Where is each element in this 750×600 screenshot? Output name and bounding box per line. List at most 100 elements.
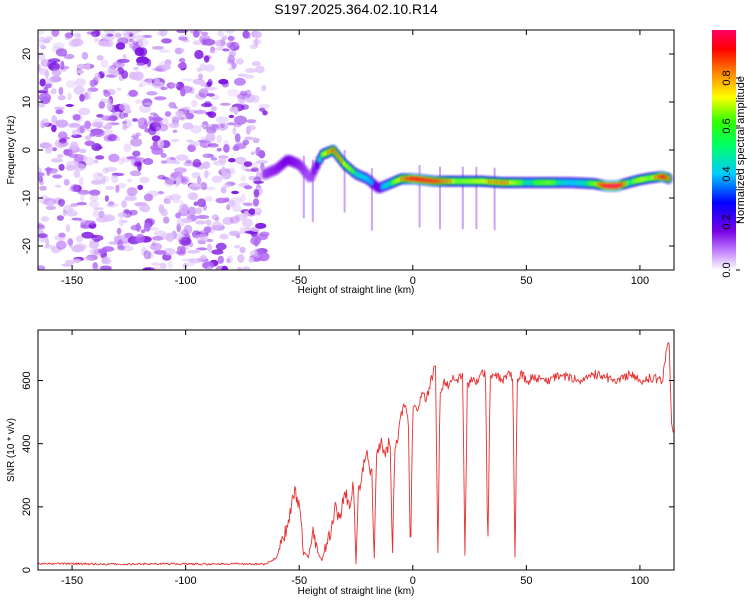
noise-blob [189, 258, 202, 264]
noise-blob [108, 201, 115, 206]
noise-blob [42, 197, 54, 201]
ridge-cell [667, 176, 670, 181]
noise-blob [157, 139, 165, 149]
noise-blob [86, 95, 92, 100]
noise-blob [218, 78, 229, 85]
noise-blob [191, 99, 198, 108]
noise-blob [112, 69, 120, 77]
ridge-cell [634, 178, 638, 184]
noise-blob [80, 192, 85, 202]
noise-blob [205, 219, 212, 226]
ridge-cell [541, 180, 545, 186]
noise-blob [129, 43, 138, 49]
noise-blob [65, 104, 74, 107]
noise-blob [204, 171, 211, 176]
noise-blob [199, 139, 212, 149]
noise-blob [253, 176, 262, 185]
noise-blob [194, 109, 207, 115]
noise-blob [38, 233, 48, 239]
noise-blob [66, 211, 79, 216]
noise-blob [219, 233, 229, 240]
noise-blob [182, 122, 194, 130]
noise-blob [69, 141, 79, 151]
ridge-cell [403, 177, 405, 181]
ridge-cell [610, 184, 613, 188]
noise-blob [249, 250, 259, 257]
noise-blob [98, 101, 106, 109]
noise-blob [192, 30, 200, 38]
noise-blob [243, 185, 253, 190]
noise-blob [58, 232, 66, 238]
noise-blob [122, 119, 132, 129]
noise-blob [210, 46, 216, 53]
noise-blob [205, 132, 216, 142]
noise-blob [207, 143, 219, 148]
noise-blob [195, 220, 207, 225]
noise-blob [158, 204, 165, 214]
top-y-axis: -20 -10 0 10 20 [21, 48, 674, 254]
noise-blob [91, 121, 104, 128]
noise-blob [215, 197, 227, 204]
noise-blob [70, 203, 79, 207]
noise-blob [201, 103, 213, 108]
noise-blob [136, 62, 145, 66]
noise-blob [237, 266, 242, 270]
noise-blob [82, 256, 94, 261]
noise-blob [101, 115, 114, 121]
noise-blob [48, 62, 60, 71]
ridge-cell [662, 175, 664, 179]
noise-blob [38, 102, 46, 108]
noise-blob [227, 54, 235, 64]
noise-blob [205, 142, 218, 146]
ridge-cell [417, 177, 419, 181]
bottom-y-axis: 0 200 400 600 [21, 371, 674, 573]
noise-blob [118, 218, 124, 227]
noise-blob [38, 52, 46, 61]
noise-blob [65, 224, 71, 233]
noise-blob [206, 93, 215, 97]
x-tick-label: 50 [520, 275, 532, 287]
ridge-cell [345, 163, 349, 169]
noise-blob [152, 67, 165, 72]
noise-blob [132, 150, 141, 157]
ridge-cell [613, 184, 615, 188]
ridge-cell [659, 175, 662, 179]
noise-blob [38, 167, 42, 174]
x-tick-label: -100 [175, 575, 197, 587]
noise-blob [121, 220, 128, 223]
ridge-cell [637, 177, 641, 183]
noise-blob [39, 185, 47, 191]
noise-blob [74, 78, 86, 87]
top-x-axis: -150 -100 -50 0 50 100 [61, 30, 649, 287]
noise-blob [244, 68, 257, 73]
noise-blob [135, 39, 144, 48]
y-tick-label: -10 [21, 190, 33, 206]
noise-blob [253, 189, 260, 198]
noise-blob [164, 199, 171, 205]
ridge-cell [519, 180, 523, 186]
noise-blob [172, 129, 178, 133]
noise-blob [43, 244, 56, 249]
noise-blob [160, 153, 167, 158]
noise-blob [59, 65, 70, 70]
noise-blob [235, 58, 244, 65]
noise-blob [250, 167, 260, 172]
noise-blob [149, 242, 163, 251]
noise-blob [228, 114, 235, 119]
noise-blob [41, 118, 50, 127]
noise-blob [221, 166, 226, 176]
noise-blob [70, 184, 80, 192]
noise-blob [185, 159, 192, 164]
ridge-cell [400, 177, 403, 181]
ridge-cell [436, 179, 438, 183]
colorbar-tick-label: 0.6 [721, 118, 733, 133]
noise-blob [117, 158, 125, 165]
noise-blob [204, 169, 209, 179]
noise-blob [75, 235, 83, 243]
noise-blob [76, 69, 84, 75]
noise-blob [132, 118, 138, 122]
noise-blob [245, 89, 252, 98]
noise-blob [93, 207, 104, 211]
ridge-cell [457, 178, 461, 184]
y-tick-label: 0 [21, 567, 33, 573]
